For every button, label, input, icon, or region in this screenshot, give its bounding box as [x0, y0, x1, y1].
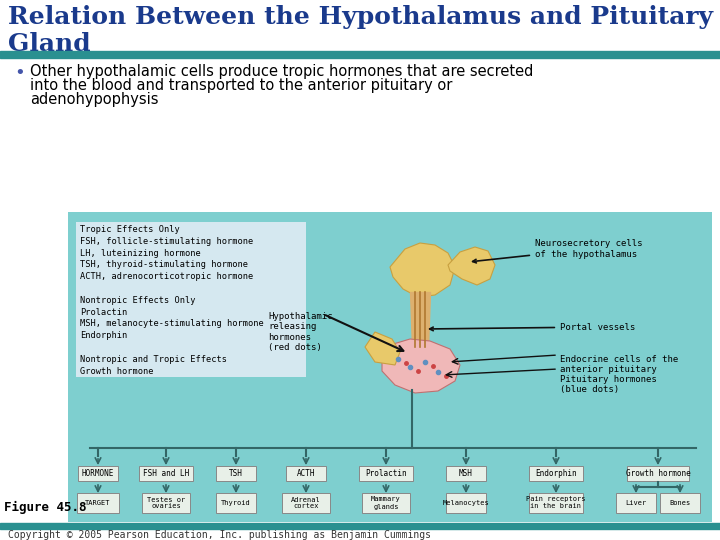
Text: •: • [14, 64, 24, 82]
Bar [0, 51, 720, 58]
FancyBboxPatch shape [139, 466, 193, 481]
Text: ACTH: ACTH [297, 469, 315, 477]
Polygon shape [448, 247, 495, 285]
FancyBboxPatch shape [216, 493, 256, 513]
Text: Neurosecretory cells
of the hypothalamus: Neurosecretory cells of the hypothalamus [472, 239, 642, 263]
FancyBboxPatch shape [362, 493, 410, 513]
Text: HORMONE: HORMONE [82, 469, 114, 477]
Text: Testes or
ovaries: Testes or ovaries [147, 496, 185, 510]
Text: MSH: MSH [459, 469, 473, 477]
Text: Pain receptors
in the brain: Pain receptors in the brain [526, 496, 586, 510]
Polygon shape [390, 243, 455, 297]
FancyBboxPatch shape [660, 493, 700, 513]
FancyBboxPatch shape [529, 466, 583, 481]
FancyBboxPatch shape [216, 466, 256, 481]
Text: TARGET: TARGET [85, 500, 111, 506]
Text: Melanocytes: Melanocytes [443, 500, 490, 506]
Polygon shape [365, 332, 400, 365]
Text: Other hypothalamic cells produce tropic hormones that are secreted: Other hypothalamic cells produce tropic … [30, 64, 534, 79]
Text: Thyroid: Thyroid [221, 500, 251, 506]
Text: Figure 45.8: Figure 45.8 [4, 501, 86, 514]
FancyBboxPatch shape [286, 466, 326, 481]
Text: Hypothalamic
releasing
hormones
(red dots): Hypothalamic releasing hormones (red dot… [268, 312, 333, 352]
FancyBboxPatch shape [529, 493, 583, 513]
Text: Bones: Bones [670, 500, 690, 506]
Text: Mammary
glands: Mammary glands [371, 496, 401, 510]
Text: adenohypophysis: adenohypophysis [30, 92, 158, 107]
Text: Prolactin: Prolactin [365, 469, 407, 477]
FancyBboxPatch shape [282, 493, 330, 513]
FancyBboxPatch shape [446, 466, 486, 481]
Text: Growth hormone: Growth hormone [626, 469, 690, 477]
FancyBboxPatch shape [142, 493, 190, 513]
Text: Adrenal
cortex: Adrenal cortex [291, 496, 321, 510]
Bar [68, 212, 712, 522]
Text: Gland: Gland [8, 32, 91, 56]
Text: Endorphin: Endorphin [535, 469, 577, 477]
Text: TSH: TSH [229, 469, 243, 477]
FancyBboxPatch shape [78, 466, 118, 481]
FancyBboxPatch shape [616, 493, 656, 513]
Text: Copyright © 2005 Pearson Education, Inc. publishing as Benjamin Cummings: Copyright © 2005 Pearson Education, Inc.… [8, 530, 431, 540]
FancyBboxPatch shape [77, 493, 119, 513]
Text: Liver: Liver [626, 500, 647, 506]
Text: Relation Between the Hypothalamus and Pituitary: Relation Between the Hypothalamus and Pi… [8, 5, 713, 29]
Bar [76, 222, 306, 377]
Text: Pituitary hormones
(blue dots): Pituitary hormones (blue dots) [560, 375, 657, 394]
FancyBboxPatch shape [446, 493, 486, 513]
Text: Endocrine cells of the
anterior pituitary: Endocrine cells of the anterior pituitar… [560, 355, 678, 374]
Text: FSH and LH: FSH and LH [143, 469, 189, 477]
FancyBboxPatch shape [627, 466, 689, 481]
Text: into the blood and transported to the anterior pituitary or: into the blood and transported to the an… [30, 78, 452, 93]
Polygon shape [382, 339, 460, 393]
FancyBboxPatch shape [359, 466, 413, 481]
Text: Tropic Effects Only
FSH, follicle-stimulating hormone
LH, luteinizing hormone
TS: Tropic Effects Only FSH, follicle-stimul… [80, 225, 264, 376]
Text: Portal vessels: Portal vessels [430, 322, 635, 332]
Bar [0, 523, 720, 529]
